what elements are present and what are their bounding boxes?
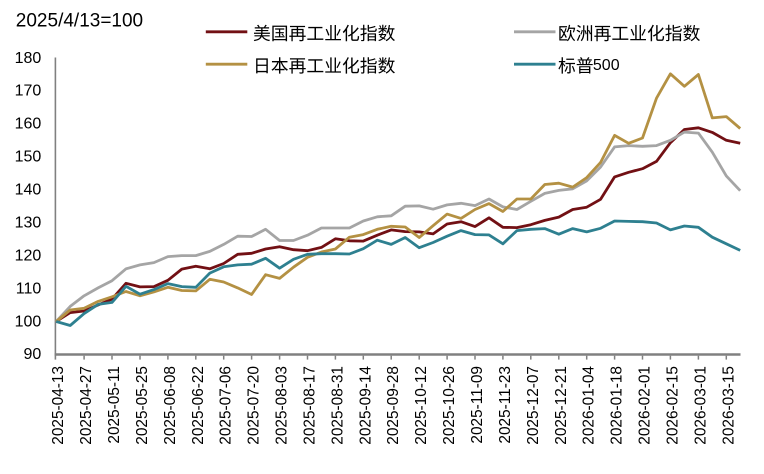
svg-text:2025-08-31: 2025-08-31 bbox=[329, 366, 346, 445]
svg-text:2026-03-15: 2026-03-15 bbox=[720, 366, 737, 445]
svg-text:2025/4/13=100: 2025/4/13=100 bbox=[16, 10, 143, 31]
svg-text:2025-06-08: 2025-06-08 bbox=[162, 366, 179, 445]
svg-text:160: 160 bbox=[15, 116, 42, 133]
svg-text:2025-06-22: 2025-06-22 bbox=[190, 366, 207, 445]
svg-text:2025-05-11: 2025-05-11 bbox=[106, 366, 123, 444]
svg-text:2026-02-01: 2026-02-01 bbox=[637, 366, 654, 445]
svg-text:2025-10-12: 2025-10-12 bbox=[413, 366, 430, 445]
svg-text:500: 500 bbox=[593, 57, 620, 74]
svg-text:150: 150 bbox=[15, 149, 42, 166]
svg-text:2025-04-13: 2025-04-13 bbox=[50, 366, 67, 445]
svg-text:2025-12-21: 2025-12-21 bbox=[553, 366, 570, 445]
svg-text:110: 110 bbox=[16, 280, 42, 297]
svg-text:2025-08-17: 2025-08-17 bbox=[302, 366, 319, 445]
svg-text:2025-08-03: 2025-08-03 bbox=[274, 366, 291, 445]
svg-text:90: 90 bbox=[24, 346, 42, 363]
svg-text:2025-09-14: 2025-09-14 bbox=[357, 366, 374, 445]
svg-text:100: 100 bbox=[15, 313, 42, 330]
svg-text:130: 130 bbox=[15, 215, 42, 232]
svg-text:2025-04-27: 2025-04-27 bbox=[78, 366, 95, 445]
svg-text:180: 180 bbox=[15, 50, 42, 67]
svg-text:2025-10-26: 2025-10-26 bbox=[441, 366, 458, 445]
svg-text:2025-11-23: 2025-11-23 bbox=[497, 366, 514, 444]
svg-text:2025-12-07: 2025-12-07 bbox=[525, 366, 542, 445]
svg-text:170: 170 bbox=[15, 83, 42, 100]
svg-text:2025-07-06: 2025-07-06 bbox=[218, 366, 235, 445]
svg-text:2026-01-04: 2026-01-04 bbox=[581, 366, 598, 445]
svg-text:140: 140 bbox=[15, 182, 42, 199]
svg-text:2025-05-25: 2025-05-25 bbox=[134, 366, 151, 445]
svg-text:2025-11-09: 2025-11-09 bbox=[469, 366, 486, 444]
svg-text:2026-03-01: 2026-03-01 bbox=[692, 366, 709, 445]
svg-text:2026-01-18: 2026-01-18 bbox=[609, 366, 626, 445]
svg-text:2025-07-20: 2025-07-20 bbox=[246, 366, 263, 445]
svg-text:120: 120 bbox=[15, 247, 42, 264]
svg-text:2026-02-15: 2026-02-15 bbox=[664, 366, 681, 445]
svg-text:2025-09-28: 2025-09-28 bbox=[385, 366, 402, 445]
